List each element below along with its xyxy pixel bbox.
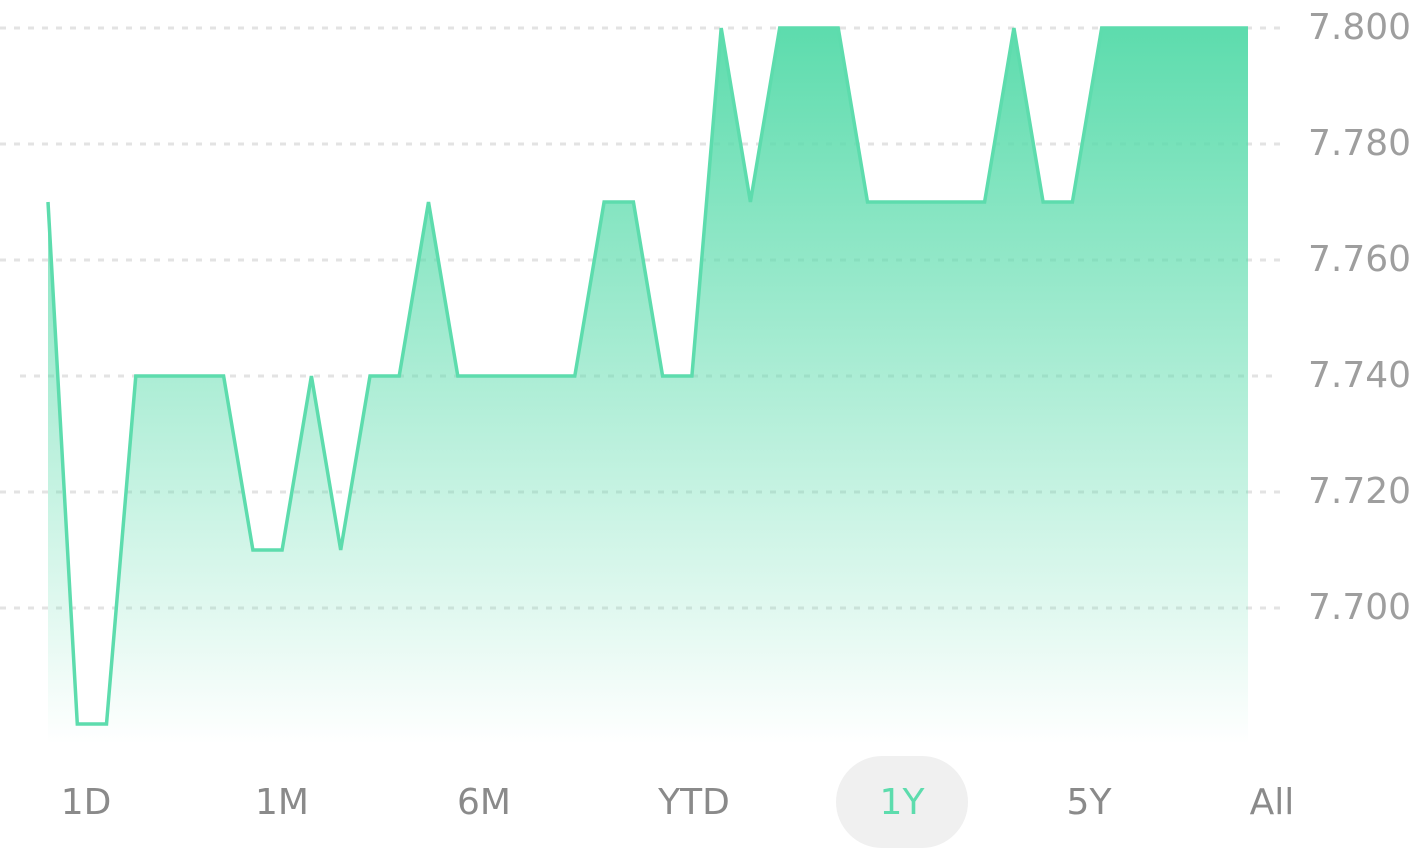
data-point bbox=[983, 200, 987, 204]
data-point bbox=[309, 374, 313, 378]
data-point bbox=[836, 26, 840, 30]
data-point bbox=[280, 548, 284, 552]
data-point bbox=[134, 374, 138, 378]
data-point bbox=[192, 374, 196, 378]
data-point bbox=[602, 200, 606, 204]
data-point bbox=[456, 374, 460, 378]
data-point bbox=[544, 374, 548, 378]
y-tick-label: 7.740 bbox=[1308, 355, 1412, 396]
area-fill bbox=[48, 28, 1248, 744]
range-tabs: 1D 1M 6M YTD 1Y 5Y All bbox=[0, 752, 1412, 852]
data-point bbox=[631, 200, 635, 204]
data-point bbox=[485, 374, 489, 378]
range-tab-1m[interactable]: 1M bbox=[255, 781, 309, 823]
price-chart-svg bbox=[0, 26, 1280, 744]
data-point bbox=[895, 200, 899, 204]
data-point bbox=[368, 374, 372, 378]
data-point bbox=[719, 26, 723, 30]
data-point bbox=[807, 26, 811, 30]
data-point bbox=[105, 722, 109, 726]
data-point bbox=[222, 374, 226, 378]
data-point bbox=[1100, 26, 1104, 30]
y-tick-label: 7.800 bbox=[1308, 7, 1412, 48]
data-point bbox=[46, 200, 50, 204]
data-point bbox=[573, 374, 577, 378]
range-tab-6m[interactable]: 6M bbox=[457, 781, 511, 823]
data-point bbox=[1012, 26, 1016, 30]
y-tick-label: 7.700 bbox=[1308, 587, 1412, 628]
range-tab-1y[interactable]: 1Y bbox=[836, 756, 968, 848]
range-tab-1d[interactable]: 1D bbox=[60, 781, 112, 823]
y-tick-label: 7.780 bbox=[1308, 123, 1412, 164]
data-point bbox=[1158, 26, 1162, 30]
data-point bbox=[778, 26, 782, 30]
data-point bbox=[397, 374, 401, 378]
y-tick-label: 7.760 bbox=[1308, 239, 1412, 280]
data-point bbox=[924, 200, 928, 204]
data-point bbox=[75, 722, 79, 726]
data-point bbox=[1187, 26, 1191, 30]
data-point bbox=[748, 200, 752, 204]
data-point bbox=[1129, 26, 1133, 30]
data-point bbox=[339, 548, 343, 552]
data-point bbox=[1070, 200, 1074, 204]
range-tab-all[interactable]: All bbox=[1249, 781, 1295, 823]
data-point bbox=[661, 374, 665, 378]
data-point bbox=[163, 374, 167, 378]
data-point bbox=[1217, 26, 1221, 30]
price-line bbox=[46, 26, 1248, 726]
price-chart: 7.800 7.780 7.760 7.740 7.720 7.700 bbox=[0, 7, 1412, 744]
data-point bbox=[1246, 26, 1250, 30]
data-point bbox=[1041, 200, 1045, 204]
data-point bbox=[690, 374, 694, 378]
data-point bbox=[251, 548, 255, 552]
range-tab-5y[interactable]: 5Y bbox=[1066, 781, 1112, 823]
range-tab-ytd[interactable]: YTD bbox=[658, 781, 730, 823]
data-point bbox=[426, 200, 430, 204]
data-point bbox=[953, 200, 957, 204]
data-point bbox=[866, 200, 870, 204]
y-tick-label: 7.720 bbox=[1308, 471, 1412, 512]
data-point bbox=[514, 374, 518, 378]
